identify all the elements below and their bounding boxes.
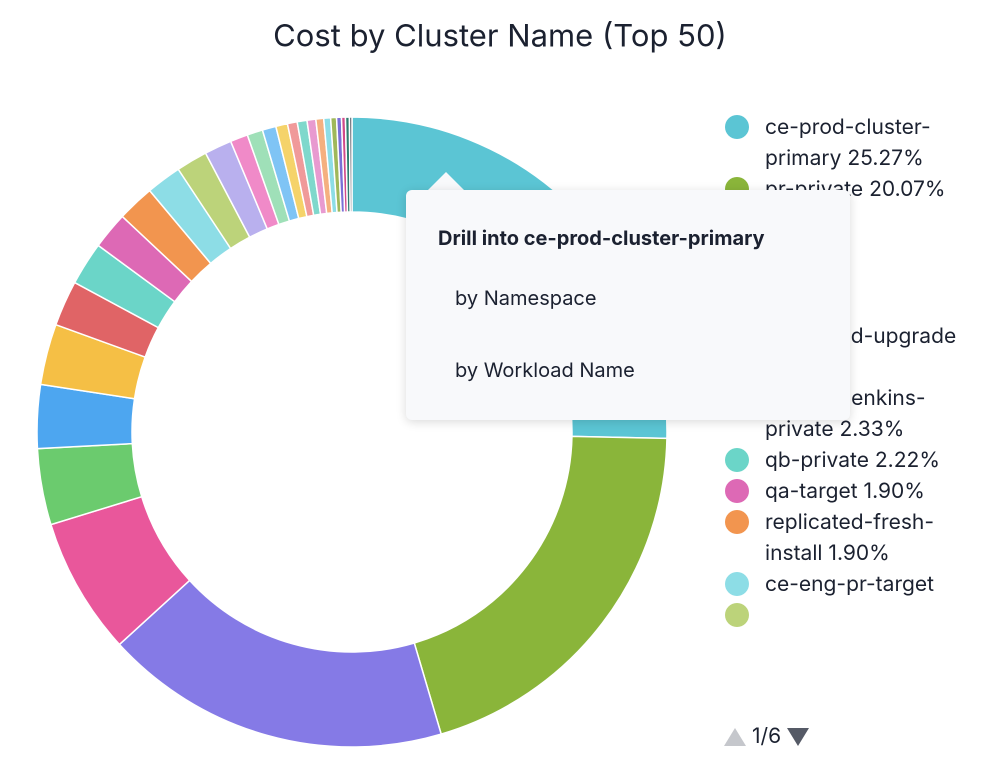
slice[interactable] [118,579,443,748]
chart-title: Cost by Cluster Name (Top 50) [273,17,727,54]
menu-item[interactable]: by Workload Name [455,358,635,382]
legend-item[interactable]: ce-eng-pr-target [725,569,985,600]
popup-title: Drill into ce-prod-cluster-primary [438,226,765,250]
legend-text: replicated-fresh-install 1.90% [765,507,980,569]
legend-item[interactable]: ce-prod-cluster-primary 25.27% [725,112,985,174]
page-down[interactable] [785,726,811,748]
legend-value: 25.27% [847,146,924,171]
legend-text: qb-private 2.22% [765,445,980,476]
legend-name: ce-prod-cluster-primary [765,115,931,171]
legend-value: 2.22% [874,448,940,473]
legend-marker [725,603,749,627]
legend-name: replicated-fresh-install [765,510,934,566]
legend-marker [725,115,749,139]
menu-item[interactable]: by Namespace [455,286,597,310]
legend-name: qa-target [765,479,858,504]
legend-value: 20.07% [869,177,946,202]
drill-popup: Drill into ce-prod-cluster-primary by Na… [406,190,850,420]
legend-pager: 1/6 [722,724,811,749]
slice[interactable] [413,435,668,736]
page-indicator: 1/6 [752,724,782,749]
legend-name: qb-private [765,448,869,473]
legend-item[interactable]: qa-target 1.90% [725,476,985,507]
legend-value: 2.33% [839,417,905,442]
legend-value: 1.90% [828,541,890,566]
legend-value: 1.90% [863,479,925,504]
legend: ce-prod-cluster-primary 25.27%pr-private… [725,112,985,718]
legend-item[interactable]: pr-private 20.07% [725,174,985,205]
legend-marker [725,448,749,472]
slice[interactable] [348,116,353,213]
legend-text: qa-target 1.90% [765,476,980,507]
legend-text: ce-prod-cluster-primary 25.27% [765,112,980,174]
legend-item[interactable]: qb-private 2.22% [725,445,985,476]
legend-marker [725,479,749,503]
legend-item[interactable]: replicated-fresh-install 1.90% [725,507,985,569]
legend-marker [725,572,749,596]
legend-name: ce-eng-pr-target [765,572,934,597]
legend-text: pr-private 20.07% [765,174,980,205]
legend-text: ce-eng-pr-target [765,569,980,600]
legend-item[interactable] [725,600,985,627]
legend-marker [725,510,749,534]
popup-caret [428,172,464,190]
page-up[interactable] [722,726,748,748]
